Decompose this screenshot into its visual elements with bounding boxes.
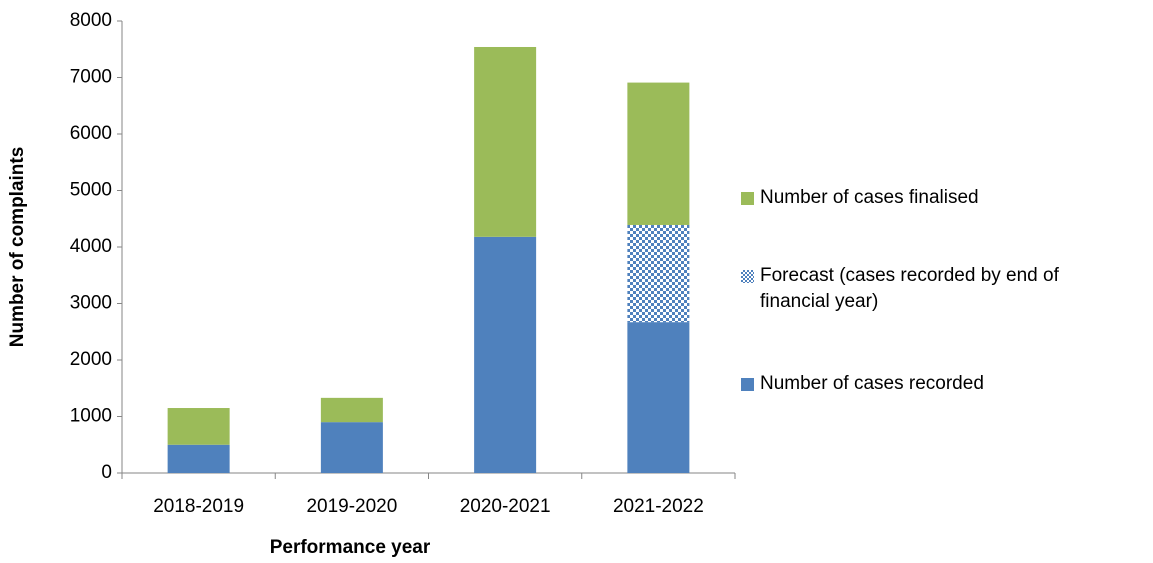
y-tick-label: 6000 (70, 123, 112, 144)
x-axis-title: Performance year (270, 537, 431, 558)
bar-segment (474, 236, 537, 473)
bar-segment (167, 444, 230, 473)
x-tick-label: 2018-2019 (153, 496, 244, 517)
legend-label: Forecast (cases recorded by end of finan… (760, 265, 1059, 312)
y-tick-label: 0 (101, 462, 112, 483)
y-tick-label: 5000 (70, 180, 112, 201)
x-tick-label: 2019-2020 (306, 496, 397, 517)
y-tick-label: 1000 (70, 406, 112, 427)
y-axis-title: Number of complaints (7, 147, 28, 348)
x-tick-label: 2020-2021 (460, 496, 551, 517)
y-tick-label: 3000 (70, 293, 112, 314)
bar-segment (627, 82, 690, 225)
y-tick-label: 8000 (70, 10, 112, 31)
legend-label: Number of cases recorded (760, 373, 984, 394)
legend-swatch (741, 192, 754, 205)
legend-item: Number of cases recorded (741, 371, 1141, 397)
legend-swatch (741, 378, 754, 391)
y-tick-label: 4000 (70, 236, 112, 257)
legend-item: Number of cases finalised (741, 185, 1141, 211)
legend-label: Number of cases finalised (760, 187, 979, 208)
y-tick-label: 7000 (70, 67, 112, 88)
legend-item: Forecast (cases recorded by end of finan… (741, 263, 1141, 315)
bar-segment (474, 46, 537, 237)
legend-swatch (741, 270, 754, 283)
bar-segment (320, 422, 383, 473)
bar-segment (320, 397, 383, 423)
bar-segment (627, 224, 690, 323)
bar-segment (627, 322, 690, 473)
x-tick-label: 2021-2022 (613, 496, 704, 517)
y-tick-label: 2000 (70, 349, 112, 370)
bar-segment (167, 408, 230, 445)
